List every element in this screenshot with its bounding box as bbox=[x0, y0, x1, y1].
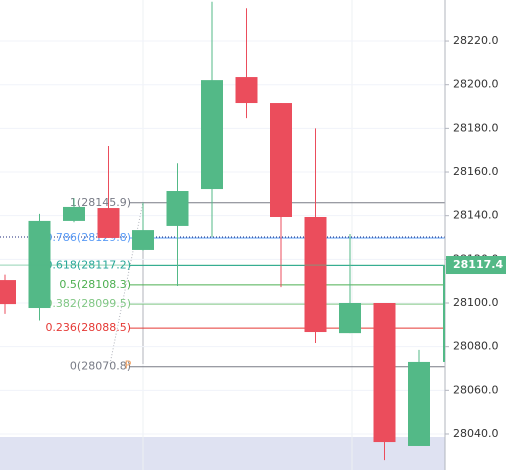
fib-label: 0.382(28099.5) bbox=[45, 297, 131, 310]
y-tick-label: 28100.0 bbox=[453, 296, 499, 309]
candle-body bbox=[28, 220, 51, 309]
candle-body bbox=[373, 303, 396, 443]
candle-body bbox=[132, 230, 154, 250]
candle-body bbox=[0, 280, 16, 305]
axis-bg bbox=[445, 0, 507, 470]
y-tick-label: 28060.0 bbox=[453, 383, 499, 396]
candle-body bbox=[201, 80, 223, 190]
candle-body bbox=[97, 208, 120, 238]
fib-trend bbox=[109, 201, 144, 365]
candle-body bbox=[166, 191, 189, 226]
y-tick-label: 28140.0 bbox=[453, 209, 499, 222]
y-tick-label: 28180.0 bbox=[453, 121, 499, 134]
candle-body bbox=[408, 361, 430, 446]
y-tick-label: 28040.0 bbox=[453, 427, 499, 440]
last-price-label: 28117.4 bbox=[453, 258, 503, 271]
candle-body bbox=[270, 103, 292, 217]
marker: P bbox=[125, 359, 132, 372]
y-tick-label: 28200.0 bbox=[453, 78, 499, 91]
fib-label: 0.236(28088.5) bbox=[45, 321, 131, 334]
fib-label: 0(28070.8) bbox=[70, 360, 131, 373]
y-tick-label: 28220.0 bbox=[453, 34, 499, 47]
fib-label: 1(28145.9) bbox=[70, 196, 131, 209]
y-tick-label: 28160.0 bbox=[453, 165, 499, 178]
candle-body bbox=[304, 216, 327, 333]
candle-body bbox=[63, 206, 85, 221]
fib-label: 0.5(28108.3) bbox=[59, 278, 131, 291]
candle-body bbox=[339, 303, 361, 334]
y-tick-label: 28080.0 bbox=[453, 340, 499, 353]
range-shade bbox=[0, 437, 445, 470]
candle-body bbox=[235, 77, 258, 104]
last-price-box bbox=[446, 256, 506, 275]
